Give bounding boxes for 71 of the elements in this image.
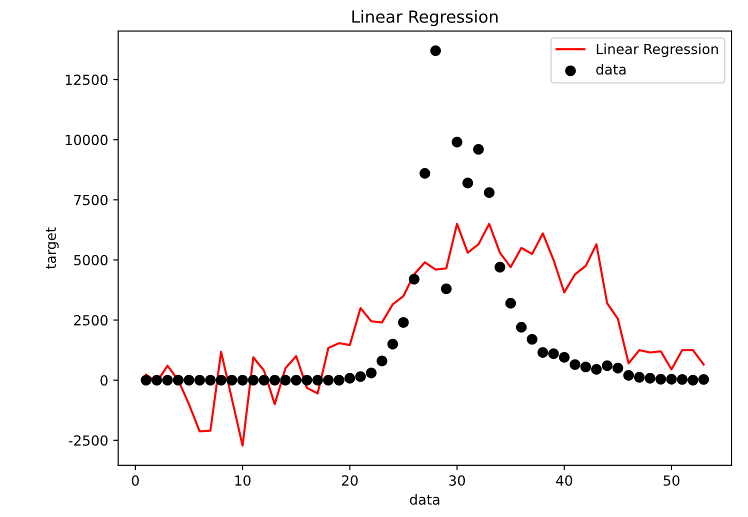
point <box>591 364 602 375</box>
point <box>334 374 344 386</box>
point <box>355 371 366 382</box>
point <box>666 374 677 385</box>
point <box>151 374 162 386</box>
point <box>420 168 430 179</box>
point <box>290 374 302 386</box>
point <box>302 374 312 386</box>
point <box>634 372 645 383</box>
point <box>387 338 398 350</box>
point <box>184 374 194 386</box>
point <box>494 262 506 273</box>
point <box>473 144 484 155</box>
point <box>226 374 238 386</box>
point <box>484 187 495 198</box>
point <box>344 372 356 384</box>
y-tick-label: 12500 <box>66 74 108 86</box>
point <box>580 362 592 372</box>
point <box>570 359 580 370</box>
point <box>430 45 441 56</box>
y-tick-label: 0 <box>100 375 108 386</box>
point <box>312 374 323 386</box>
legend-label: Linear Regression <box>596 44 718 57</box>
y-tick-label: 7500 <box>74 194 108 206</box>
x-axis-title: data <box>410 494 440 505</box>
point <box>698 374 710 385</box>
point <box>516 322 527 333</box>
point <box>548 348 559 360</box>
legend-label: data <box>596 64 626 75</box>
point <box>237 374 248 386</box>
point <box>280 374 291 386</box>
point <box>162 374 173 386</box>
y-tick-label: 2500 <box>74 315 108 326</box>
point <box>366 368 377 378</box>
point <box>537 347 548 358</box>
y-tick-label: 10000 <box>66 134 108 146</box>
x-tick-label: 30 <box>449 475 465 486</box>
point <box>452 136 462 148</box>
point <box>194 374 206 386</box>
point <box>248 374 259 386</box>
point <box>376 356 388 366</box>
point <box>323 374 334 386</box>
x-tick-label: 40 <box>556 475 572 486</box>
point <box>623 370 634 381</box>
point <box>140 374 152 386</box>
point <box>172 374 184 386</box>
y-tick-label: -2500 <box>68 435 108 446</box>
point <box>398 317 409 328</box>
point <box>408 274 420 285</box>
x-tick-label: 0 <box>132 475 139 486</box>
x-tick-label: 10 <box>235 475 250 486</box>
x-tick-label: 50 <box>664 475 680 486</box>
point <box>269 374 280 386</box>
point <box>676 374 688 385</box>
chart-title: Linear Regression <box>352 10 498 26</box>
point <box>526 334 538 345</box>
point <box>440 283 452 294</box>
point <box>602 360 613 372</box>
point <box>505 298 516 309</box>
point <box>644 372 656 384</box>
point <box>462 178 474 188</box>
x-tick-label: 20 <box>342 475 358 486</box>
point <box>258 374 270 386</box>
point <box>655 374 666 385</box>
point <box>688 374 698 386</box>
y-axis-title: target <box>46 227 59 269</box>
y-tick-label: 5000 <box>74 254 108 266</box>
point <box>558 352 570 363</box>
point <box>216 374 226 386</box>
point <box>612 362 624 374</box>
point <box>205 374 216 386</box>
